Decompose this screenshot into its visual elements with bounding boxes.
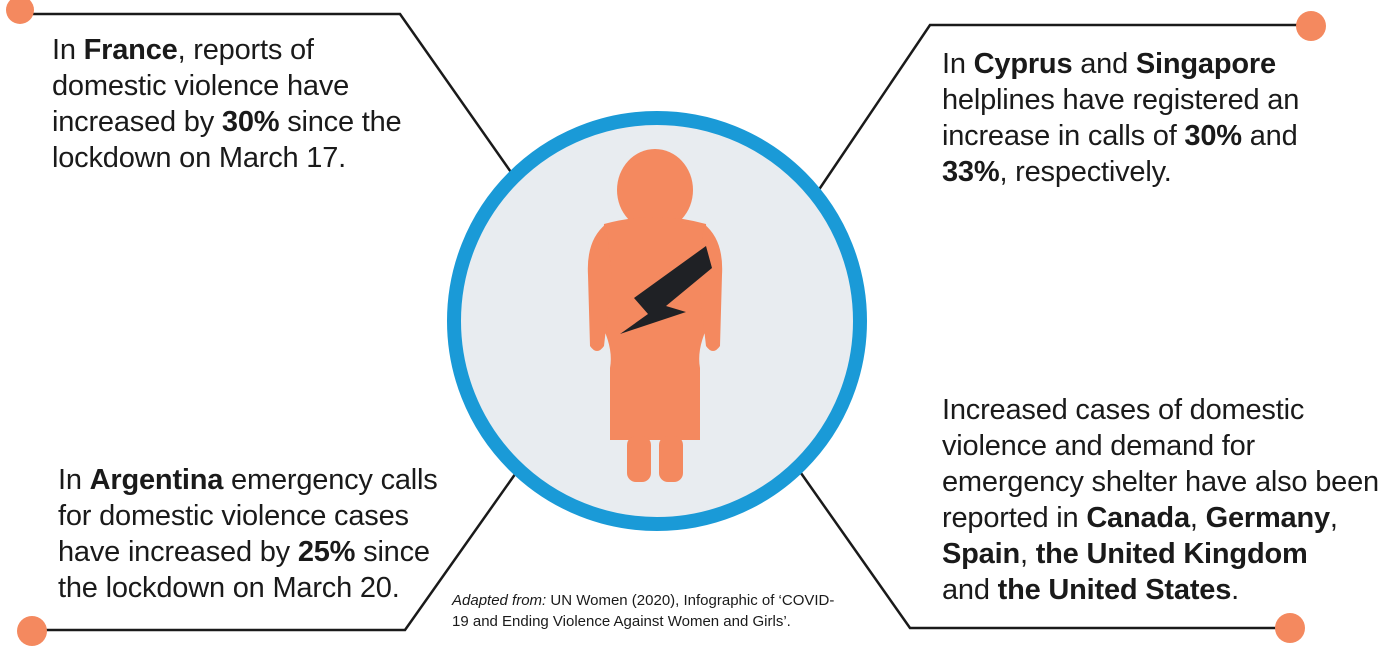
text-other-countries: Increased cases of domestic violence and… <box>942 392 1392 608</box>
text-argentina: In Argentina emergency calls for domesti… <box>58 462 458 606</box>
text-france: In France, reports of domestic violence … <box>52 32 452 176</box>
dot-top-right <box>1296 11 1326 41</box>
source-caption: Adapted from: UN Women (2020), Infograph… <box>452 590 892 632</box>
dot-top-left <box>6 0 34 24</box>
text-cyprus-singapore: In Cyprus and Singapore helplines have r… <box>942 46 1372 190</box>
dot-bottom-left <box>17 616 47 646</box>
dot-bottom-right <box>1275 613 1305 643</box>
